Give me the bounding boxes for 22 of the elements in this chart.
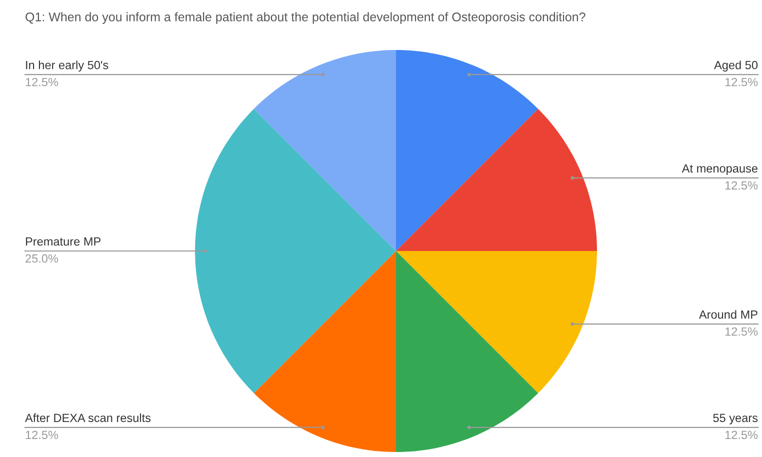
data-label: 25.0% [26, 254, 58, 263]
pie-slice [254, 251, 396, 452]
pie-slice [396, 251, 538, 452]
slice-label: At menopause [682, 164, 758, 175]
data-label: 12.5% [26, 430, 58, 440]
pie-slice [254, 50, 396, 251]
slice-label: 55 years [713, 414, 758, 424]
pie-slice [195, 108, 396, 394]
data-label: 12.5% [725, 181, 758, 190]
chart-title: Q1: When do you inform a female patient about the potential development of Osteoporosis condition? [26, 12, 586, 24]
pie-slice [396, 50, 538, 251]
pie-slice [396, 108, 597, 251]
slice-label: Premature MP [26, 237, 100, 246]
data-label: 12.5% [725, 78, 758, 86]
slice-label: Aged 50 [714, 60, 758, 72]
data-label: 12.5% [725, 430, 758, 440]
slice-label: Around MP [698, 310, 758, 319]
data-label: 12.5% [725, 327, 758, 336]
slice-label: After DEXA scan results [25, 413, 151, 422]
data-label: 12.5% [26, 78, 58, 86]
pie-slice [396, 251, 597, 394]
slice-label: In her early 50's [26, 60, 108, 72]
